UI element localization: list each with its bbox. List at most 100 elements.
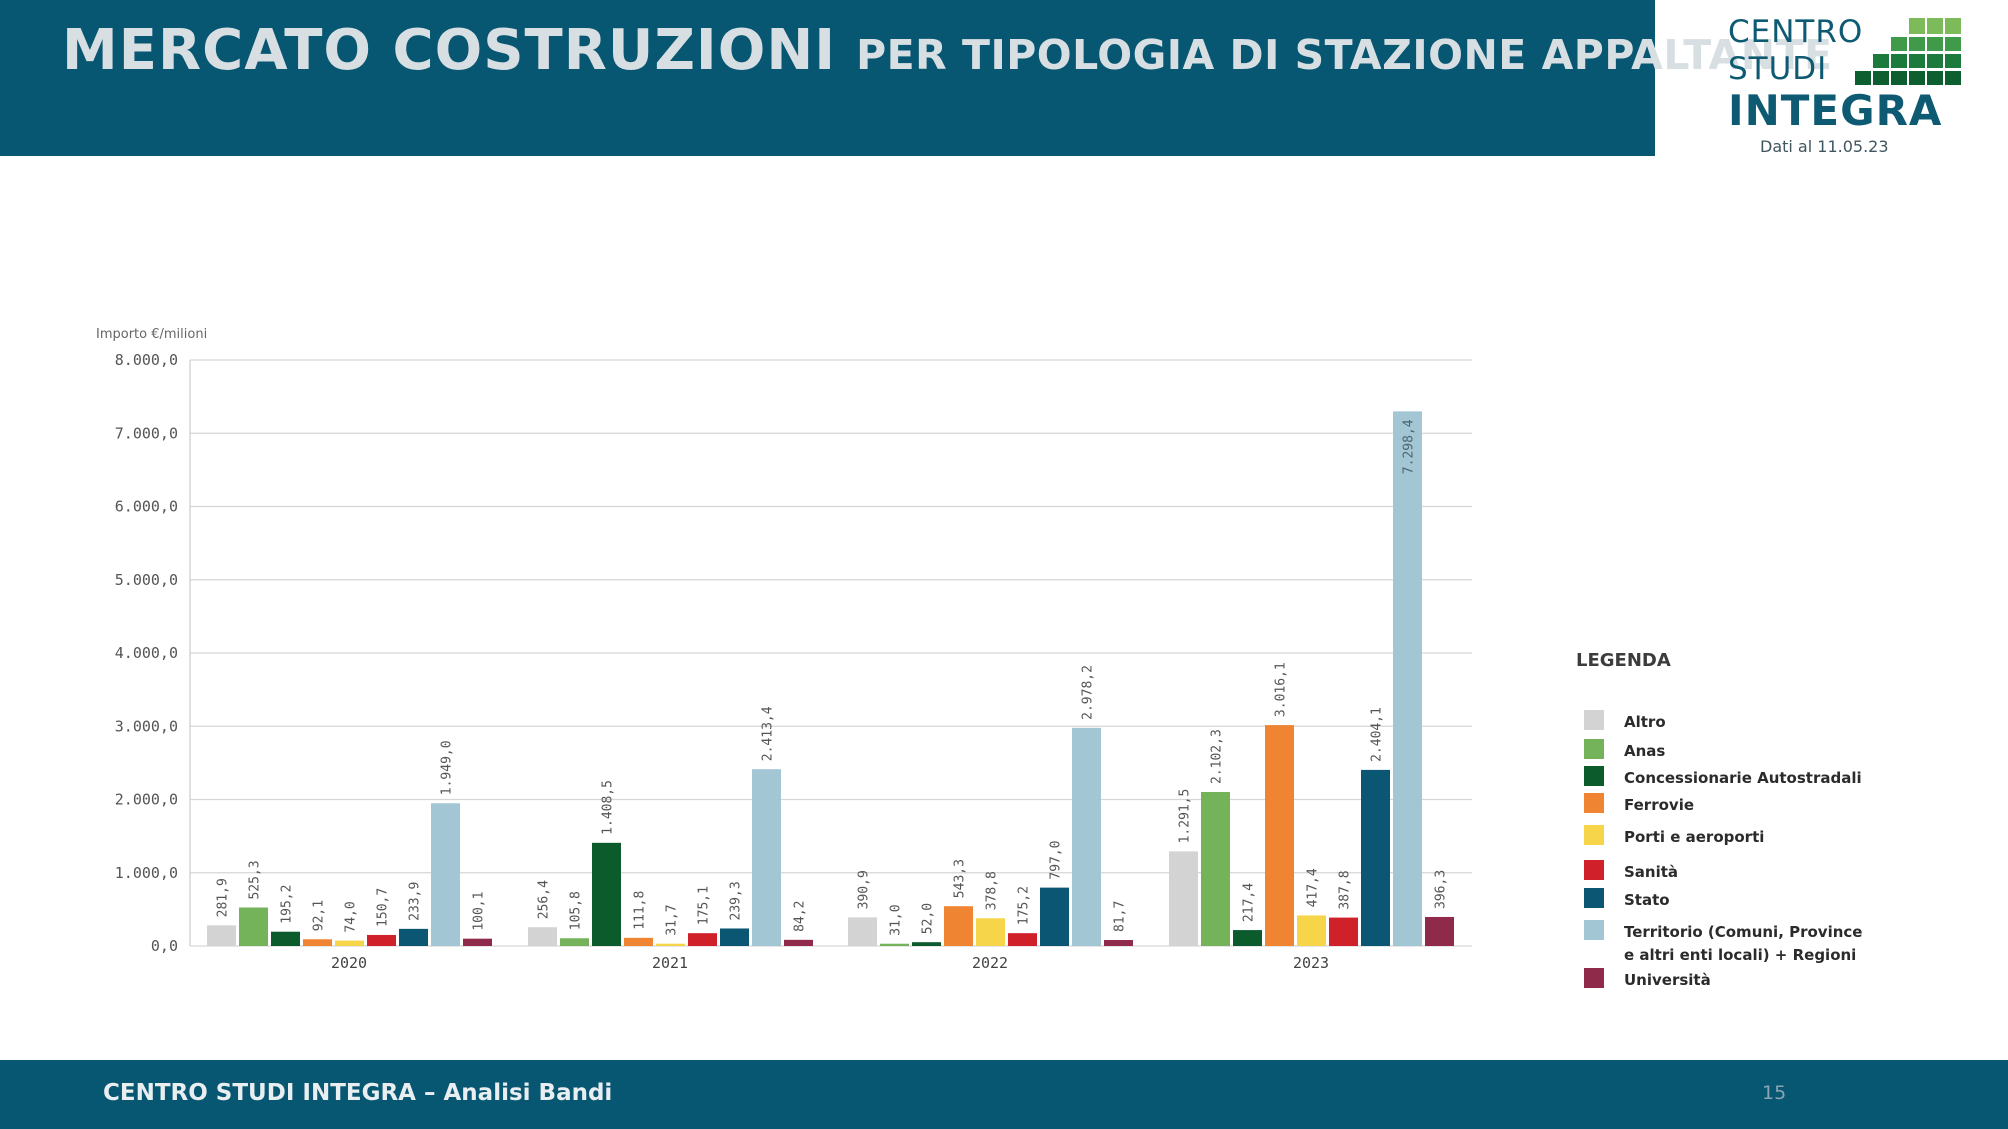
bar: [1040, 887, 1069, 946]
bar: [560, 938, 589, 946]
bar: [1072, 727, 1101, 946]
bar: [1169, 851, 1198, 946]
data-label: 387,8: [1338, 870, 1353, 909]
data-date: Dati al 11.05.23: [1760, 137, 1889, 156]
bars: [207, 411, 1454, 946]
logo-line-3: INTEGRA: [1728, 86, 1943, 135]
bar: [944, 906, 973, 946]
x-tick-label: 2020: [331, 954, 367, 972]
bar: [303, 939, 332, 946]
data-label: 797,0: [1049, 840, 1064, 879]
bar: [239, 907, 268, 946]
bar: [367, 934, 396, 946]
page-number: 15: [1762, 1082, 1787, 1104]
legend-swatch: [1584, 825, 1604, 845]
bar: [1361, 769, 1390, 946]
legend-swatch: [1584, 710, 1604, 730]
data-label: 1.291,5: [1178, 789, 1193, 844]
y-tick-label: 4.000,0: [115, 644, 178, 662]
x-tick-label: 2022: [972, 954, 1008, 972]
logo-line-1: CENTRO: [1728, 14, 1864, 50]
data-label: 3.016,1: [1274, 662, 1289, 717]
bar: [592, 842, 621, 946]
data-label: 2.404,1: [1370, 707, 1385, 762]
bar: [784, 939, 813, 946]
data-label: 1.949,0: [440, 740, 455, 795]
logo-blocks-icon: [1849, 18, 1963, 86]
data-label: 1.408,5: [601, 780, 616, 835]
bar: [688, 933, 717, 946]
data-label: 111,8: [633, 891, 648, 930]
y-tick-label: 6.000,0: [115, 498, 178, 516]
data-label: 281,9: [216, 878, 231, 917]
legend-label-line: e altri enti locali) + Regioni: [1624, 946, 1857, 964]
x-tick-label: 2023: [1293, 954, 1329, 972]
bar: [720, 928, 749, 946]
bar: [1233, 930, 1262, 946]
bar: [431, 803, 460, 946]
bar: [1104, 940, 1133, 946]
legend-label: Anas: [1624, 742, 1666, 760]
y-tick-label: 7.000,0: [115, 424, 178, 442]
y-tick-label: 3.000,0: [115, 717, 178, 735]
legend-label: Porti e aeroporti: [1624, 828, 1765, 846]
bar: [207, 925, 236, 946]
data-label: 2.102,3: [1210, 729, 1225, 784]
bar: [1008, 933, 1037, 946]
data-label: 52,0: [921, 903, 936, 934]
bar: [1297, 915, 1326, 946]
data-label: 2.413,4: [761, 706, 776, 761]
bar: [752, 769, 781, 946]
bar: [880, 943, 909, 946]
gridlines: [190, 359, 1472, 947]
centro-studi-integra-logo: CENTRO STUDI INTEGRA Dati al 11.05.23: [1725, 14, 1965, 164]
footer-bar: CENTRO STUDI INTEGRA – Analisi Bandi 15: [0, 1060, 2008, 1129]
legend-label: Stato: [1624, 891, 1670, 909]
data-label: 150,7: [376, 888, 391, 927]
axes: 0,0 1.000,0 2.000,0 3.000,0 4.000,0 5.000,0 6.…: [115, 351, 1329, 972]
bar: [976, 918, 1005, 946]
data-label: 256,4: [537, 880, 552, 919]
bar: [271, 931, 300, 946]
data-label: 525,3: [248, 860, 263, 899]
bar: [624, 937, 653, 946]
data-label: 390,9: [857, 870, 872, 909]
bar: [528, 927, 557, 946]
legend-label: Università: [1624, 971, 1711, 989]
logo-line-2: STUDI: [1728, 51, 1828, 87]
legend-label: Concessionarie Autostradali: [1624, 769, 1862, 787]
header-banner: MERCATO COSTRUZIONI PER TIPOLOGIA DI STAZ…: [0, 0, 1832, 156]
data-label: 378,8: [985, 871, 1000, 910]
y-tick-label: 1.000,0: [115, 864, 178, 882]
page-title: MERCATO COSTRUZIONI PER TIPOLOGIA DI STAZ…: [62, 18, 1833, 83]
data-label: 31,7: [665, 904, 680, 935]
legend-swatch: [1584, 793, 1604, 813]
title-main: MERCATO COSTRUZIONI: [62, 18, 837, 83]
bar: [912, 942, 941, 946]
legend-swatch: [1584, 766, 1604, 786]
data-label: 84,2: [793, 901, 808, 932]
data-labels: 281,9 525,3 195,2 92,1 74,0 150,7 233,9 1.949,0…: [216, 419, 1449, 936]
legend-swatch: [1584, 860, 1604, 880]
y-tick-label: 5.000,0: [115, 571, 178, 589]
y-tick-label: 8.000,0: [115, 351, 178, 369]
data-label: 7.298,4: [1402, 419, 1417, 474]
bar: [399, 928, 428, 946]
data-label: 417,4: [1306, 868, 1321, 907]
data-label: 31,0: [889, 904, 904, 935]
bar: [848, 917, 877, 946]
data-label: 195,2: [280, 885, 295, 924]
bar-chart: Importo €/milioni 281,9 525,3 195,2 92,1 74,…: [96, 327, 1472, 972]
data-label: 217,4: [1242, 883, 1257, 922]
legend-swatch: [1584, 920, 1604, 940]
bar: [463, 938, 492, 946]
x-tick-label: 2021: [652, 954, 688, 972]
data-label: 543,3: [953, 859, 968, 898]
data-label: 2.978,2: [1081, 665, 1096, 720]
bar: [656, 943, 685, 946]
data-label: 105,8: [569, 891, 584, 930]
data-label: 396,3: [1434, 870, 1449, 909]
data-label: 74,0: [344, 901, 359, 932]
data-label: 175,2: [1017, 886, 1032, 925]
bar: [335, 940, 364, 946]
